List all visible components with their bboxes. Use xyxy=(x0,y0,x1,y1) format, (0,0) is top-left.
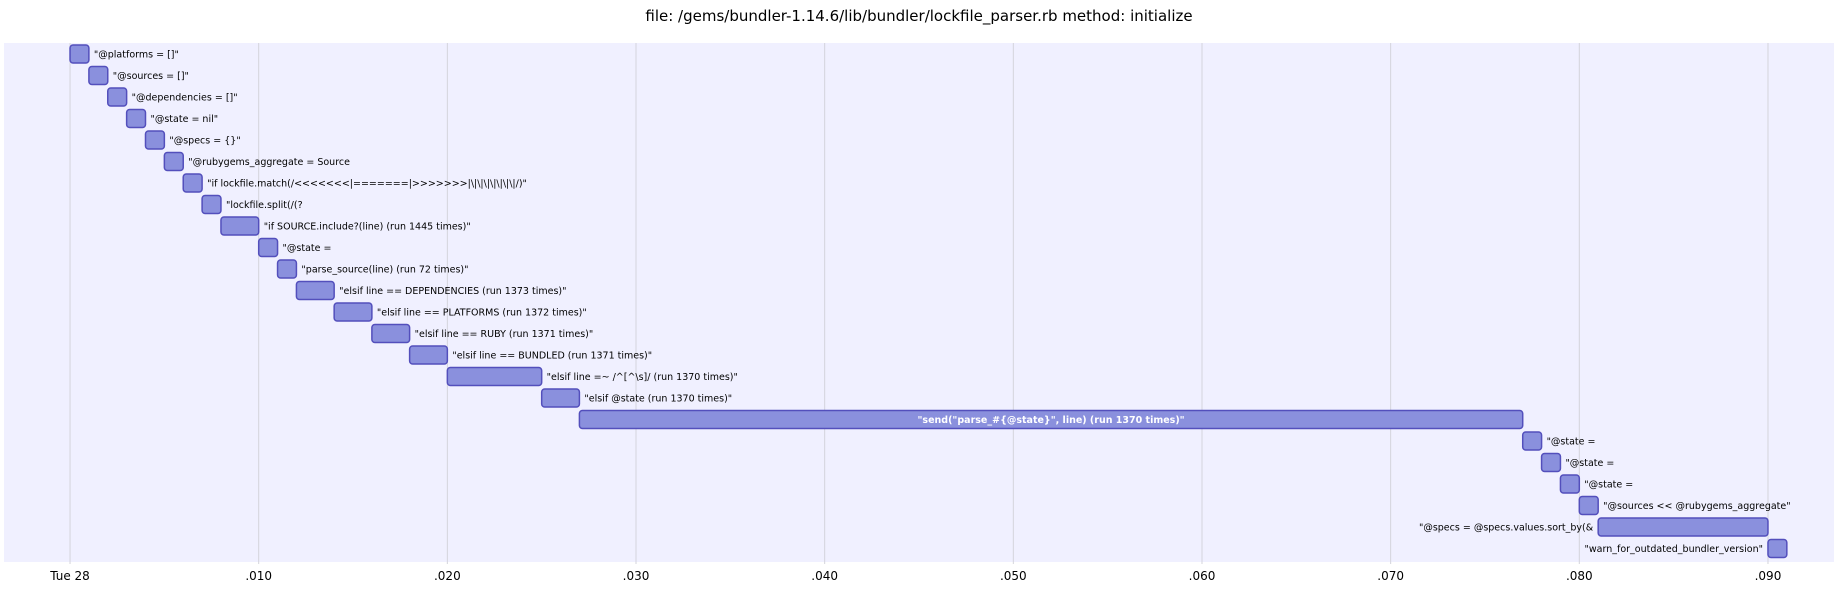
task-label: "elsif line == DEPENDENCIES (run 1373 ti… xyxy=(339,286,566,297)
x-axis-ticks: Tue 28 .010 .020 .030 .040 .050 .060 .070 .080 .0… xyxy=(49,569,1781,583)
x-tick-label: .030 xyxy=(623,569,650,583)
x-tick-label: .090 xyxy=(1755,569,1782,583)
task-bar xyxy=(88,65,109,86)
task-label: "@dependencies = []" xyxy=(132,93,238,104)
x-tick-label: .050 xyxy=(1000,569,1027,583)
x-tick-label: .010 xyxy=(245,569,272,583)
x-tick-label: .060 xyxy=(1189,569,1216,583)
task-bar xyxy=(1597,517,1769,537)
task-label: "send("parse_#{@state}", line) (run 1370… xyxy=(917,415,1184,426)
task-bar xyxy=(1767,538,1788,559)
task-label: "lockfile.split(/(? xyxy=(226,200,303,211)
task-label: "elsif @state (run 1370 times)" xyxy=(584,394,732,405)
plot-background-band xyxy=(4,43,1834,562)
task-bar xyxy=(163,151,184,172)
x-tick-label: .070 xyxy=(1377,569,1404,583)
task-label: "@sources = []" xyxy=(113,71,189,82)
task-bar xyxy=(1578,495,1599,516)
task-label: "elsif line =~ /^[^\s]/ (run 1370 times)… xyxy=(547,372,738,383)
task-label: "elsif line == BUNDLED (run 1371 times)" xyxy=(452,351,652,362)
task-bar xyxy=(1559,474,1581,494)
task-label: "if lockfile.match(/<<<<<<<|=======|>>>>… xyxy=(207,179,527,190)
task-bar xyxy=(182,173,203,193)
task-label: "@state = nil" xyxy=(150,114,218,125)
task-bar xyxy=(408,345,449,365)
task-label: "@specs = {}" xyxy=(169,136,240,147)
task-bar xyxy=(276,259,298,279)
task-label: "elsif line == RUBY (run 1371 times)" xyxy=(415,329,594,340)
x-tick-label: Tue 28 xyxy=(49,569,90,583)
task-bar xyxy=(295,280,335,301)
task-label: "elsif line == PLATFORMS (run 1372 times… xyxy=(377,308,587,319)
task-bar xyxy=(125,108,147,129)
task-label: "if SOURCE.include?(line) (run 1445 time… xyxy=(264,222,471,233)
task-bar xyxy=(257,237,279,258)
task-label: "@rubygems_aggregate = Source xyxy=(188,157,350,168)
task-bar xyxy=(201,194,222,215)
task-label: "@state = xyxy=(1584,480,1633,491)
task-bar xyxy=(578,409,1524,430)
task-label: "@platforms = []" xyxy=(94,50,179,61)
x-tick-label: .080 xyxy=(1566,569,1593,583)
task-bars xyxy=(69,44,1788,559)
task-bar xyxy=(107,87,128,107)
task-bar xyxy=(1540,452,1562,473)
task-label: "parse_source(line) (run 72 times)" xyxy=(301,265,468,276)
task-bar xyxy=(333,302,373,322)
task-bar xyxy=(371,323,411,344)
gridlines xyxy=(69,43,1769,564)
task-bar xyxy=(69,44,90,64)
task-label: "@sources << @rubygems_aggregate" xyxy=(1603,501,1790,512)
chart-title: file: /gems/bundler-1.14.6/lib/bundler/l… xyxy=(645,7,1192,26)
task-label: "@state = xyxy=(1565,458,1614,469)
task-labels: "@platforms = []" "@sources = []" "@depend… xyxy=(94,50,1791,556)
task-label: "@specs = @specs.values.sort_by(& xyxy=(1419,523,1594,534)
task-bar xyxy=(446,366,543,387)
x-tick-label: .020 xyxy=(434,569,461,583)
task-label: "@state = xyxy=(1547,437,1596,448)
task-bar xyxy=(1521,431,1543,451)
task-bar xyxy=(540,388,581,408)
x-tick-label: .040 xyxy=(811,569,838,583)
task-bar xyxy=(220,216,260,236)
task-label: "warn_for_outdated_bundler_version" xyxy=(1585,544,1763,555)
task-bar xyxy=(144,130,166,150)
task-label: "@state = xyxy=(283,243,332,254)
